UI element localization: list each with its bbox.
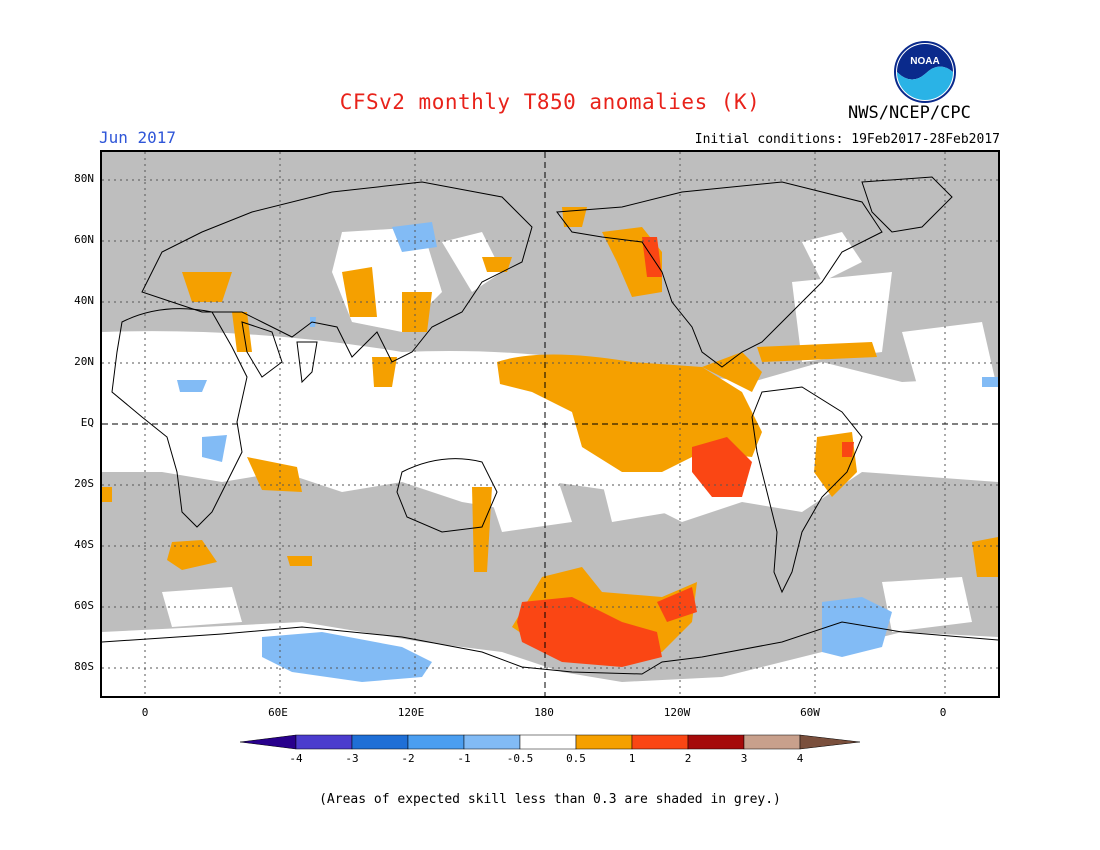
lon-label-120e: 120E xyxy=(397,706,425,719)
lon-label-120w: 120W xyxy=(663,706,691,719)
colorbar-segment-2-3 xyxy=(687,734,745,750)
colorbar-segment-05-1 xyxy=(575,734,633,750)
colorbar-segment-1-2 xyxy=(631,734,689,750)
lon-label-60e: 60E xyxy=(268,706,288,719)
colorbar-label-2: 2 xyxy=(684,752,692,765)
colorbar-label-m4: -4 xyxy=(289,752,303,765)
map-canvas xyxy=(102,152,998,696)
lat-label-60n: 60N xyxy=(74,233,94,246)
agency-label: NWS/NCEP/CPC xyxy=(848,103,971,123)
colorbar-segment-m4-m3 xyxy=(295,734,353,750)
colorbar-label-05: 0.5 xyxy=(566,752,586,765)
forecast-month: Jun 2017 xyxy=(99,128,177,147)
colorbar-segment-m3-m2 xyxy=(351,734,409,750)
colorbar-segment-m1-m05 xyxy=(463,734,521,750)
cool-anomaly-regions xyxy=(177,222,998,682)
lon-label-0-east: 0 xyxy=(939,706,947,719)
colorbar-label-m1: -1 xyxy=(457,752,471,765)
chart-title: CFSv2 monthly T850 anomalies (K) xyxy=(339,90,761,114)
logo-text: NOAA xyxy=(910,56,939,67)
lat-label-eq: EQ xyxy=(80,416,94,429)
lat-label-80n: 80N xyxy=(74,172,94,185)
lat-label-80s: 80S xyxy=(74,660,94,673)
colorbar-segment-3-4 xyxy=(743,734,801,750)
colorbar-label-m05: -0.5 xyxy=(506,752,534,765)
color-bar xyxy=(240,734,861,750)
colorbar-label-4: 4 xyxy=(796,752,804,765)
colorbar-label-m2: -2 xyxy=(401,752,415,765)
lat-label-40s: 40S xyxy=(74,538,94,551)
colorbar-label-m3: -3 xyxy=(345,752,359,765)
lat-label-20s: 20S xyxy=(74,477,94,490)
coastlines xyxy=(102,176,998,675)
equator-dateline xyxy=(102,152,998,696)
initial-conditions: Initial conditions: 19Feb2017-28Feb2017 xyxy=(694,132,1000,147)
lon-label-0: 0 xyxy=(141,706,149,719)
colorbar-segment-lt-m4 xyxy=(240,734,297,750)
colorbar-segment-gt-4 xyxy=(799,734,861,750)
colorbar-label-1: 1 xyxy=(628,752,636,765)
colorbar-segment-m05-05 xyxy=(519,734,577,750)
colorbar-segment-m2-m1 xyxy=(407,734,465,750)
colorbar-label-3: 3 xyxy=(740,752,748,765)
noaa-logo: NOAA xyxy=(894,41,956,103)
strong-warm-anomaly-regions xyxy=(517,237,854,667)
lon-label-180: 180 xyxy=(534,706,554,719)
lon-label-60w: 60W xyxy=(800,706,820,719)
anomaly-map xyxy=(100,150,1000,698)
skill-note: (Areas of expected skill less than 0.3 a… xyxy=(319,792,781,807)
lat-label-60s: 60S xyxy=(74,599,94,612)
lat-label-40n: 40N xyxy=(74,294,94,307)
lat-label-20n: 20N xyxy=(74,355,94,368)
